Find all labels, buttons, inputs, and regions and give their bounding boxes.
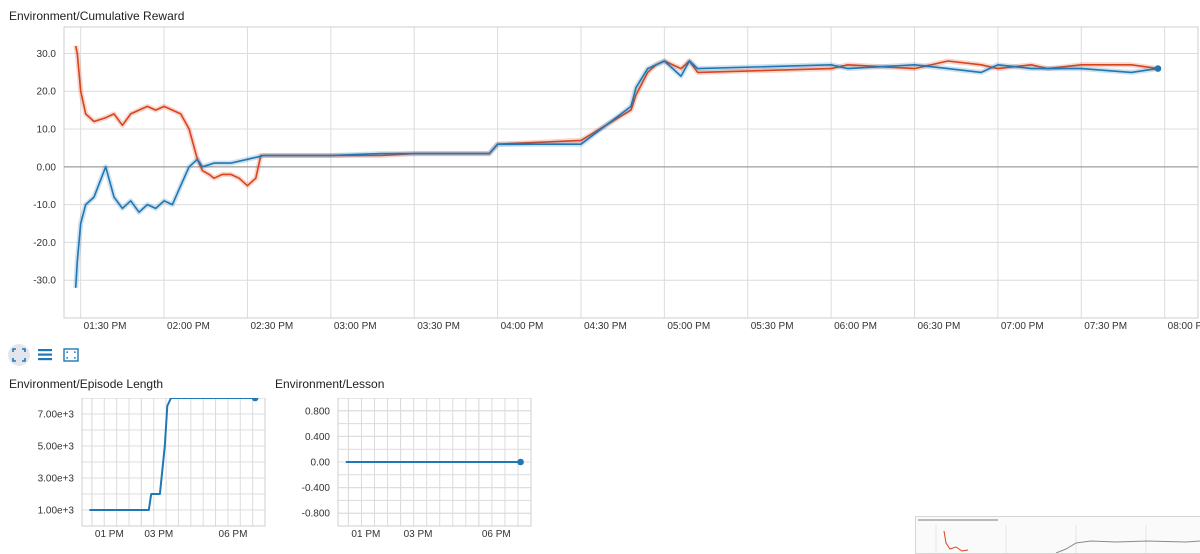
reward-y-tick-label: -10.0	[33, 200, 56, 211]
reward-x-tick-label: 03:30 PM	[417, 321, 460, 332]
lesson-series-0-end-point[interactable]	[517, 458, 524, 466]
reward-x-tick-label: 06:00 PM	[834, 321, 877, 332]
fit-domain-button[interactable]	[8, 344, 30, 366]
toggle-log-scale-button[interactable]	[34, 344, 56, 366]
episode-length-x-tick-label: 03 PM	[144, 529, 173, 540]
reward-y-tick-label: 20.0	[37, 87, 57, 98]
reward-x-tick-label: 03:00 PM	[334, 321, 377, 332]
episode-length-series-0-end-point[interactable]	[251, 398, 259, 402]
episode-length-y-tick-label: 5.00e+3	[38, 442, 75, 453]
lesson-title: Environment/Lesson	[275, 377, 385, 391]
episode-length-title: Environment/Episode Length	[9, 377, 164, 391]
fit-domain-icon	[12, 348, 26, 362]
expand-chart-icon	[63, 348, 79, 362]
reward-series-1-line[interactable]	[74, 60, 1159, 288]
reward-x-tick-label: 02:00 PM	[167, 321, 210, 332]
chart-toolbar	[8, 344, 82, 366]
reward-x-tick-label: 02:30 PM	[250, 321, 293, 332]
reward-x-tick-label: 07:00 PM	[1001, 321, 1044, 332]
reward-plot-frame	[63, 26, 1199, 319]
episode-length-y-tick-label: 1.00e+3	[38, 506, 75, 517]
thumbnail-preview-icon	[918, 519, 1200, 553]
lesson-chart: 0.800 0.400 0.00 -0.400 -0.800 01 PM 03 PM 06 P…	[302, 398, 532, 540]
reward-x-tick-label: 05:30 PM	[751, 321, 794, 332]
reward-x-tick-label: 08:00 PM	[1168, 321, 1200, 332]
episode-length-chart: 7.00e+3 5.00e+3 3.00e+3 1.00e+3 01 PM 03 PM 06…	[38, 398, 266, 540]
reward-x-tick-label: 07:30 PM	[1084, 321, 1127, 332]
episode-length-x-tick-label: 06 PM	[219, 529, 248, 540]
reward-x-tick-label: 04:00 PM	[501, 321, 544, 332]
reward-y-tick-label: 0.00	[37, 162, 57, 173]
toggle-log-icon	[38, 349, 52, 361]
episode-length-x-tick-label: 01 PM	[95, 529, 124, 540]
reward-y-tick-label: -30.0	[33, 276, 56, 287]
lesson-x-tick-label: 06 PM	[482, 529, 511, 540]
reward-x-tick-label: 04:30 PM	[584, 321, 627, 332]
reward-y-tick-label: -20.0	[33, 238, 56, 249]
expand-chart-button[interactable]	[60, 344, 82, 366]
reward-series-1-end-point[interactable]	[1154, 65, 1162, 72]
episode-length-plot-frame	[81, 398, 266, 527]
chart-thumbnail[interactable]	[915, 516, 1200, 554]
episode-length-y-tick-label: 7.00e+3	[38, 410, 75, 421]
episode-length-y-tick-label: 3.00e+3	[38, 474, 75, 485]
lesson-plot-frame	[337, 398, 532, 527]
lesson-x-tick-label: 03 PM	[404, 529, 433, 540]
lesson-y-tick-label: 0.00	[311, 458, 331, 469]
cumulative-reward-title: Environment/Cumulative Reward	[9, 9, 185, 23]
lesson-x-tick-label: 01 PM	[351, 529, 380, 540]
lesson-y-tick-label: 0.800	[305, 406, 330, 417]
reward-y-tick-label: 10.0	[37, 125, 57, 136]
lesson-y-tick-label: 0.400	[305, 432, 330, 443]
reward-series-1-smoothing-halo	[73, 58, 1159, 288]
cumulative-reward-chart: 30.0 20.0 10.0 0.00 -10.0 -20.0 -30.0 01:30 PM 0…	[33, 26, 1200, 332]
lesson-y-tick-label: -0.800	[302, 509, 331, 520]
reward-y-tick-label: 30.0	[37, 49, 57, 60]
reward-x-tick-label: 06:30 PM	[918, 321, 961, 332]
reward-x-tick-label: 01:30 PM	[84, 321, 127, 332]
lesson-y-tick-label: -0.400	[302, 483, 331, 494]
reward-x-tick-label: 05:00 PM	[667, 321, 710, 332]
episode-length-series-0-line[interactable]	[89, 398, 256, 511]
